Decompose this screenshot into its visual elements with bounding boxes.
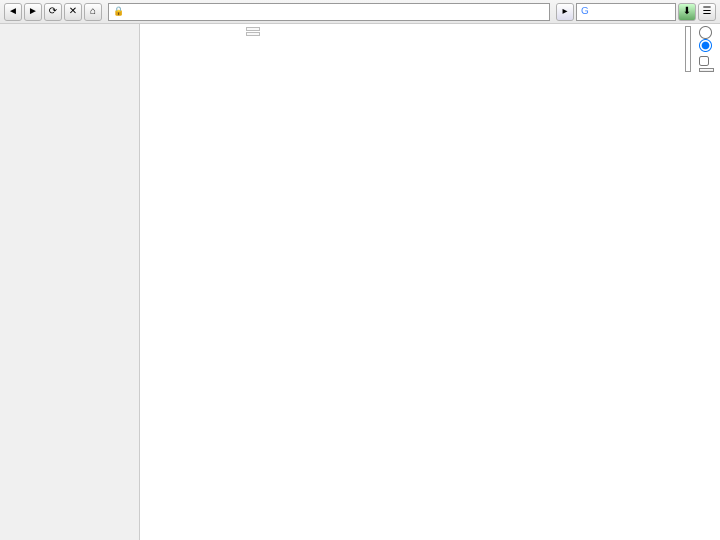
include-radio[interactable] <box>699 26 712 39</box>
search-box[interactable]: G <box>576 3 676 21</box>
reload-button[interactable]: ⟳ <box>44 3 62 21</box>
sidebar <box>0 24 140 540</box>
search-engine-icon: G <box>581 6 589 17</box>
search-input[interactable] <box>591 7 671 17</box>
layers-selector[interactable] <box>685 26 691 72</box>
stop-button[interactable]: ✕ <box>64 3 82 21</box>
go-button[interactable]: ▸ <box>556 3 574 21</box>
back-button[interactable]: ◄ <box>4 3 22 21</box>
suppress-checkbox[interactable] <box>699 56 709 66</box>
view-detail-link[interactable] <box>246 27 260 31</box>
menu-button[interactable]: ☰ <box>698 3 716 21</box>
page-header <box>246 26 260 72</box>
home-button[interactable]: ⌂ <box>84 3 102 21</box>
update-button[interactable] <box>699 68 714 72</box>
status-map[interactable] <box>140 24 720 540</box>
forward-button[interactable]: ► <box>24 3 42 21</box>
view-overview-link[interactable] <box>246 32 260 36</box>
browser-toolbar: ◄ ► ⟳ ✕ ⌂ 🔒 ▸ G ⬇ ☰ <box>0 0 720 24</box>
top-panel <box>140 24 720 74</box>
content-area <box>140 24 720 540</box>
url-bar[interactable]: 🔒 <box>108 3 550 21</box>
options-box <box>699 26 714 72</box>
download-button[interactable]: ⬇ <box>678 3 696 21</box>
exclude-radio[interactable] <box>699 39 712 52</box>
lock-icon: 🔒 <box>113 6 124 17</box>
